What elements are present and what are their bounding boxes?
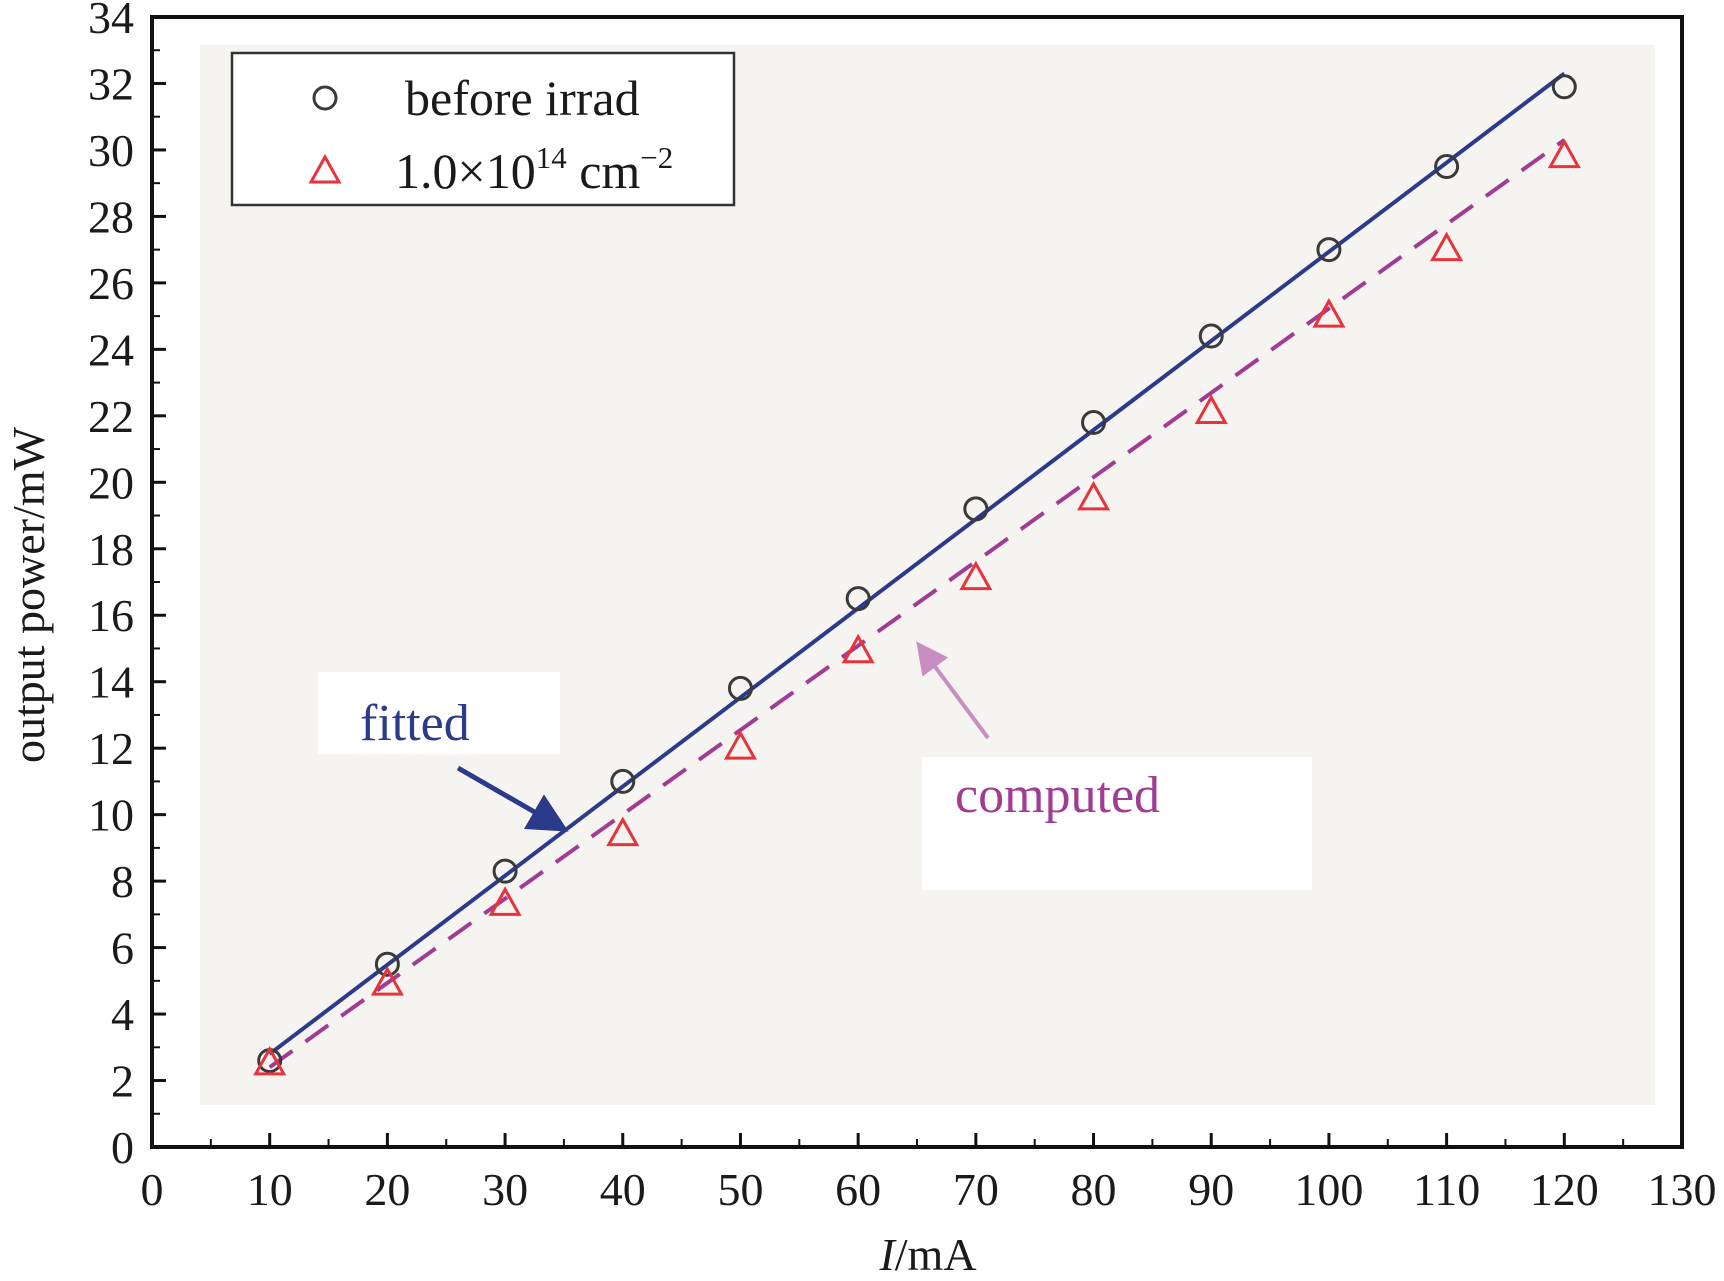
irradiated-point <box>253 1045 287 1076</box>
irradiated-point <box>723 730 758 760</box>
x-tick-label: 40 <box>600 1164 646 1215</box>
y-tick-label: 20 <box>88 457 134 508</box>
before-irrad-point <box>1198 323 1224 349</box>
annotation-fitted-bg <box>318 672 560 754</box>
x-tick-label: 30 <box>482 1164 528 1215</box>
x-tick-label: 120 <box>1530 1164 1599 1215</box>
legend-label-before-irrad: before irrad <box>405 70 640 126</box>
before-irrad-point <box>1434 154 1460 180</box>
irradiated-point <box>606 816 640 847</box>
x-tick-label: 90 <box>1188 1164 1234 1215</box>
x-tick-label: 110 <box>1413 1164 1480 1215</box>
y-tick-label: 16 <box>88 590 134 641</box>
annotation-fitted-label: fitted <box>360 695 470 752</box>
y-tick-label: 28 <box>88 191 134 242</box>
y-tick-label: 18 <box>88 524 134 575</box>
y-tick-label: 34 <box>88 0 134 43</box>
x-tick-label: 10 <box>247 1164 293 1215</box>
before-irrad-point <box>1081 409 1107 435</box>
x-tick-label: 20 <box>364 1164 410 1215</box>
y-axis-title: output power/mW <box>3 426 54 763</box>
y-tick-label: 4 <box>111 989 134 1040</box>
before-irrad-point <box>1316 237 1342 263</box>
plot-background <box>200 45 1655 1105</box>
legend-circle-marker <box>312 85 338 111</box>
legend-label-irradiated: 1.0×1014 cm−2 <box>395 140 673 199</box>
irradiated-point <box>841 633 875 664</box>
legend-label-irradiated-unit-exp: −2 <box>640 140 673 175</box>
legend-triangle-marker <box>308 153 342 184</box>
before-irrad-point <box>845 586 871 612</box>
y-tick-label: 32 <box>88 58 134 109</box>
plot-frame <box>150 15 1684 1149</box>
before-irrad-point <box>492 858 518 884</box>
irradiated-point <box>959 560 993 591</box>
x-axis-title: I/mA <box>878 1229 976 1280</box>
legend-label-irradiated-unit: cm <box>567 143 641 199</box>
x-tick-label: 0 <box>141 1164 164 1215</box>
legend: before irrad 1.0×1014 cm−2 <box>230 51 736 207</box>
irradiated-point <box>1430 231 1464 262</box>
annotation-fitted: fitted <box>318 672 569 832</box>
x-axis-title-unit: /mA <box>895 1229 977 1280</box>
y-tick-label: 14 <box>88 657 134 708</box>
y-tick-label: 2 <box>111 1056 134 1107</box>
before-irrad-point <box>610 768 636 794</box>
y-tick-label: 12 <box>88 723 134 774</box>
irradiated-point <box>370 966 404 996</box>
irradiated-point <box>488 886 522 916</box>
y-tick-label: 24 <box>88 324 134 375</box>
fitted-line <box>268 71 1566 1056</box>
irradiated-point <box>1076 480 1111 511</box>
computed-line <box>268 138 1566 1069</box>
annotation-computed-bg <box>922 757 1312 890</box>
before-irrad-point <box>727 675 753 701</box>
x-tick-label: 50 <box>717 1164 763 1215</box>
x-tick-label: 100 <box>1294 1164 1363 1215</box>
y-tick-label: 26 <box>88 258 134 309</box>
legend-box <box>230 51 736 207</box>
annotation-computed-label: computed <box>955 767 1160 824</box>
x-tick-label: 80 <box>1071 1164 1117 1215</box>
irradiated-point <box>1547 138 1581 169</box>
legend-label-irradiated-base: 1.0×10 <box>395 143 536 199</box>
y-tick-label: 30 <box>88 125 134 176</box>
x-tick-label: 60 <box>835 1164 881 1215</box>
x-axis-ticks: 0 10 20 30 40 50 60 70 80 90 100 110 120 130 <box>141 1133 1717 1215</box>
annotation-fitted-arrow <box>456 765 569 832</box>
y-tick-label: 10 <box>88 790 134 841</box>
before-irrad-point <box>1551 74 1577 100</box>
before-irrad-point <box>374 951 400 977</box>
y-tick-label: 8 <box>111 856 134 907</box>
x-axis-title-variable: I <box>878 1229 897 1280</box>
irradiated-point <box>1194 394 1228 424</box>
before-irrad-point <box>963 496 989 522</box>
legend-label-irradiated-exp: 14 <box>536 140 568 175</box>
irradiated-point <box>1312 298 1346 328</box>
y-tick-label: 22 <box>88 391 134 442</box>
x-tick-label: 130 <box>1648 1164 1717 1215</box>
x-tick-label: 70 <box>953 1164 999 1215</box>
annotation-computed-arrow <box>916 641 990 740</box>
y-tick-label: 6 <box>111 923 134 974</box>
annotation-computed: computed <box>916 641 1312 890</box>
data-markers <box>253 74 1581 1076</box>
fit-lines <box>268 71 1566 1069</box>
y-tick-label: 0 <box>111 1122 134 1173</box>
